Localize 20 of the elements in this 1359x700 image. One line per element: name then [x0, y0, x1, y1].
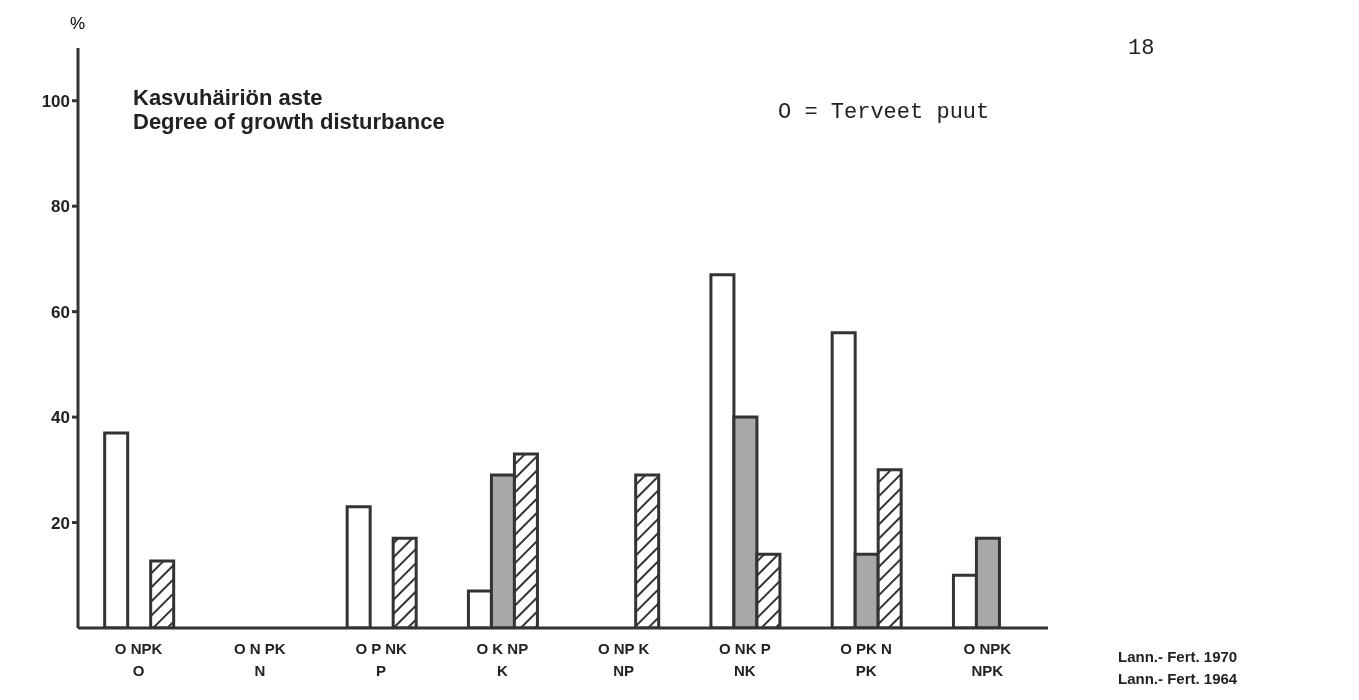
- x-tick-label: O NPK NPK: [963, 640, 1012, 679]
- y-tick-label: 40: [51, 408, 70, 428]
- y-tick-label: 60: [51, 302, 70, 322]
- annotation: O = Terveet puut: [778, 100, 990, 125]
- x-tick-label: O PK N PK: [840, 640, 892, 679]
- x-tick-label: O N PK N: [234, 640, 286, 679]
- y-tick-label: 100: [41, 91, 70, 111]
- text: Kasvuhäiriön aste: [133, 85, 324, 110]
- x-tick-label: O P NK P: [355, 640, 407, 679]
- x-tick-label: O K NP K: [476, 640, 529, 679]
- y-tick-label: 20: [51, 513, 70, 533]
- y-tick-label: 80: [51, 197, 70, 217]
- text: 18: [1128, 36, 1155, 61]
- x-tick-label: O NPK O: [114, 640, 163, 679]
- x-tick-label: O NK P NK: [719, 640, 771, 679]
- text: Lann.- Fert. 1970: [1118, 648, 1238, 665]
- y-axis-title: %: [70, 14, 86, 34]
- x-tick-label: O NP K NP: [597, 640, 650, 679]
- text: Degree of growth disturbance: [133, 109, 445, 134]
- text: Lann.- Fert. 1964: [1118, 670, 1238, 687]
